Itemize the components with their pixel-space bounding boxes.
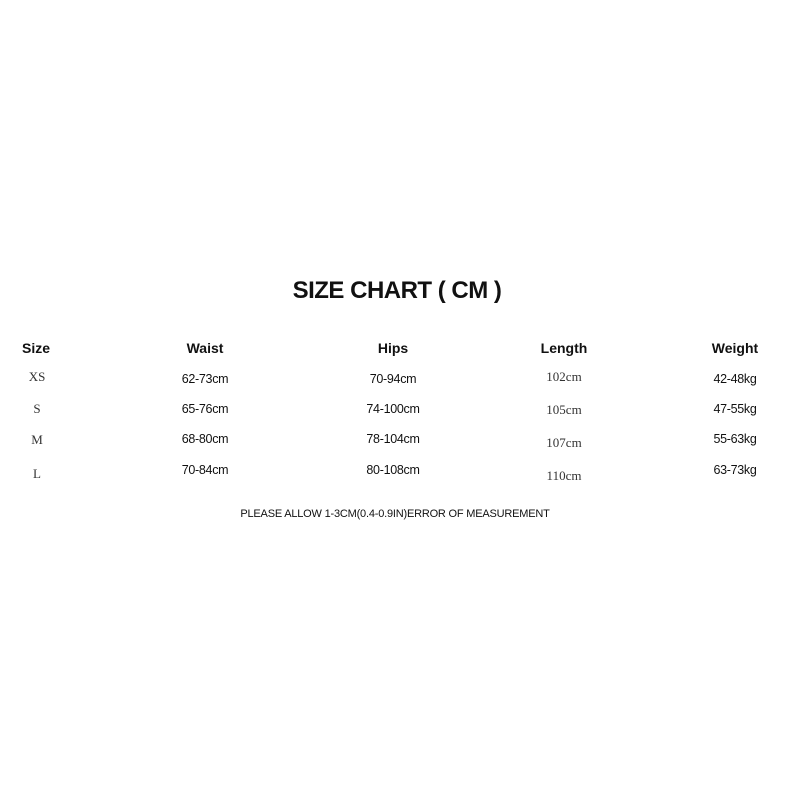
cell-length: 105cm bbox=[546, 402, 582, 417]
cell-hips: 70-94cm bbox=[369, 372, 417, 386]
header-waist: Waist bbox=[186, 340, 224, 356]
cell-size: S bbox=[33, 401, 41, 416]
cell-weight: 55-63kg bbox=[713, 432, 757, 446]
cell-weight: 42-48kg bbox=[713, 372, 757, 386]
cell-waist: 65-76cm bbox=[181, 402, 229, 416]
measurement-note: PLEASE ALLOW 1-3CM(0.4-0.9IN)ERROR OF ME… bbox=[240, 508, 550, 520]
cell-size: L bbox=[33, 466, 41, 481]
cell-waist: 68-80cm bbox=[181, 432, 229, 446]
cell-length: 107cm bbox=[546, 435, 582, 450]
cell-weight: 47-55kg bbox=[713, 402, 757, 416]
cell-hips: 78-104cm bbox=[366, 432, 420, 446]
cell-size: M bbox=[31, 432, 43, 447]
cell-size: XS bbox=[28, 369, 46, 384]
header-size: Size bbox=[21, 340, 51, 356]
header-hips: Hips bbox=[377, 340, 409, 356]
cell-length: 110cm bbox=[546, 468, 582, 483]
cell-length: 102cm bbox=[546, 369, 582, 384]
cell-weight: 63-73kg bbox=[713, 463, 757, 477]
cell-hips: 74-100cm bbox=[366, 402, 420, 416]
header-weight: Weight bbox=[711, 340, 759, 356]
page-title: SIZE CHART ( CM ) bbox=[292, 277, 502, 304]
cell-waist: 62-73cm bbox=[181, 372, 229, 386]
header-length: Length bbox=[540, 340, 588, 356]
cell-waist: 70-84cm bbox=[181, 463, 229, 477]
cell-hips: 80-108cm bbox=[366, 463, 420, 477]
